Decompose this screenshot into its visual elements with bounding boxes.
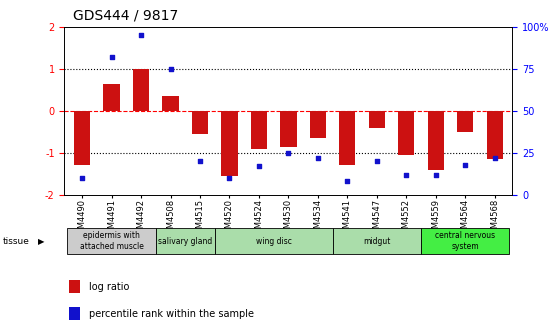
Bar [192,111,208,134]
Bar [398,111,414,155]
Bar [368,111,385,128]
Text: log ratio: log ratio [89,282,129,292]
Text: percentile rank within the sample: percentile rank within the sample [89,309,254,319]
Point [490,155,499,161]
Bar [421,228,510,254]
Text: central nervous
system: central nervous system [435,232,495,251]
Point [78,175,87,181]
Point [166,66,175,72]
Text: midgut: midgut [363,237,390,246]
Text: ▶: ▶ [38,237,45,246]
Bar [339,111,356,166]
Bar [133,69,149,111]
Point [195,159,204,164]
Point [314,155,323,161]
Bar [162,96,179,111]
Text: GDS444 / 9817: GDS444 / 9817 [73,8,178,23]
Bar [310,111,326,138]
Point [284,150,293,156]
Bar [69,307,80,320]
Bar [281,111,296,146]
Point [254,164,263,169]
Point [137,33,146,38]
Point [107,54,116,60]
Bar [333,228,421,254]
Bar [74,111,90,166]
Text: tissue: tissue [3,237,30,246]
Point [343,179,352,184]
Point [372,159,381,164]
Bar [104,84,120,111]
Bar [214,228,333,254]
Bar [221,111,237,176]
Bar [156,228,214,254]
Text: salivary gland: salivary gland [158,237,212,246]
Point [225,175,234,181]
Bar [67,228,156,254]
Point [431,172,440,177]
Bar [457,111,473,132]
Bar [428,111,444,170]
Text: wing disc: wing disc [256,237,292,246]
Bar [251,111,267,149]
Text: epidermis with
attached muscle: epidermis with attached muscle [80,232,143,251]
Bar [69,280,80,293]
Point [461,162,470,167]
Bar [487,111,503,159]
Point [402,172,411,177]
